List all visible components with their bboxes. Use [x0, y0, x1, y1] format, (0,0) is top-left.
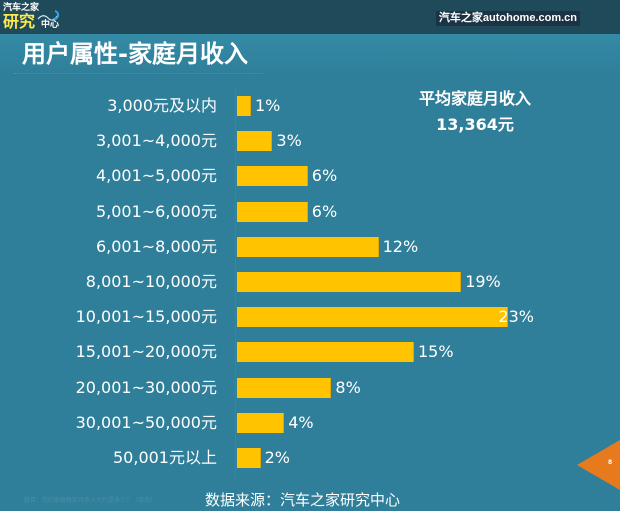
bar [237, 448, 261, 468]
bar [237, 96, 251, 116]
bar [237, 166, 308, 186]
logo-text-top: 汽车之家 [3, 3, 40, 13]
average-income-value: 13,364元 [436, 115, 514, 134]
bar [237, 237, 379, 257]
value-label: 2% [264, 448, 290, 467]
value-label: 15% [418, 342, 454, 361]
value-label: 4% [288, 413, 314, 432]
bar [237, 378, 332, 398]
autohome-research-logo: 汽车之家 研究 中心 [3, 3, 73, 33]
value-label: 6% [311, 202, 338, 221]
category-label: 30,001~50,000元 [75, 413, 217, 432]
data-source: 数据来源：汽车之家研究中心 [205, 491, 401, 509]
value-label: 19% [465, 272, 501, 291]
site-watermark: 汽车之家autohome.com.cn [435, 11, 580, 26]
value-label: 1% [255, 96, 281, 115]
category-label: 5,001~6,000元 [95, 202, 217, 221]
value-label: 3% [276, 131, 302, 150]
title-divider [14, 73, 264, 74]
logo-swirl-icon [37, 10, 60, 21]
category-label: 8,001~10,000元 [85, 272, 217, 291]
value-label: 8% [335, 378, 361, 397]
value-label: 12% [382, 237, 419, 256]
bar [237, 202, 308, 222]
page-marker-arrow-icon [577, 440, 620, 490]
bar [237, 272, 462, 292]
average-income-callout: 平均家庭月收入 13,364元 [390, 86, 560, 138]
page-title: 用户属性-家庭月收入 [22, 40, 248, 68]
bar [237, 131, 273, 151]
category-label: 3,001~4,000元 [95, 131, 217, 150]
value-label: 6% [311, 166, 338, 185]
title-band [0, 34, 620, 74]
category-label: 6,001~8,000元 [95, 237, 217, 256]
category-label: 20,001~30,000元 [75, 378, 217, 397]
logo-text-sub: 中心 [41, 20, 60, 30]
bar [237, 413, 285, 433]
category-label: 15,001~20,000元 [75, 342, 217, 361]
category-label: 10,001~15,000元 [75, 307, 217, 326]
category-label: 4,001~5,000元 [95, 166, 217, 185]
logo-text-main: 研究 [3, 12, 36, 31]
bar [237, 307, 509, 327]
question-footnote: 题目：您的家庭税前月收入大约是多少？（单选） [24, 497, 157, 504]
page-number: 8 [608, 459, 613, 466]
category-label: 50,001元以上 [113, 448, 217, 467]
bar [237, 342, 414, 362]
average-income-label: 平均家庭月收入 [418, 89, 531, 108]
value-label: 23% [498, 307, 534, 326]
chart-axis [235, 88, 236, 478]
category-label: 3,000元及以内 [107, 96, 217, 115]
